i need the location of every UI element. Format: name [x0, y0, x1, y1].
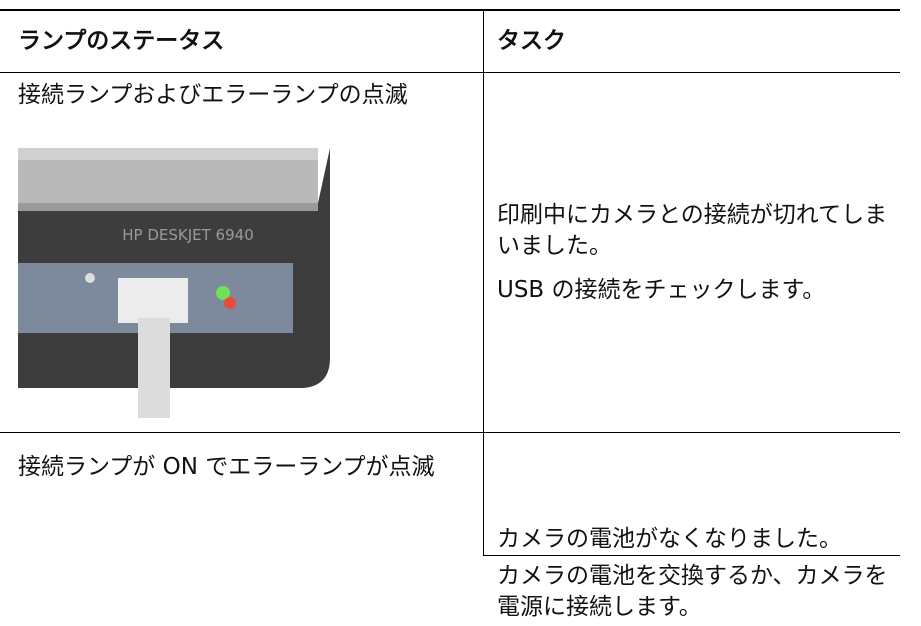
rule: [0, 72, 900, 73]
task: 印刷中にカメラとの接続が切れてしまいました。: [497, 202, 888, 259]
task: カメラの電池がなくなりました。: [497, 526, 842, 552]
status: 接続ランプおよびエラーランプの点滅: [18, 82, 408, 108]
rule: [483, 555, 900, 556]
rule: [0, 432, 900, 433]
task: カメラの電池を交換するか、カメラを電源に接続します。: [497, 563, 888, 620]
header-cell: ランプのステータス: [18, 28, 225, 54]
printer-image: HP DESKJET 6940: [18, 148, 330, 418]
rule: [0, 9, 900, 11]
header-cell: タスク: [497, 28, 566, 54]
column-rule: [483, 10, 484, 556]
status: 接続ランプが ON でエラーランプが点滅: [18, 454, 435, 480]
task: USB の接続をチェックします。: [497, 277, 826, 303]
image-label: HP DESKJET 6940: [122, 226, 253, 244]
